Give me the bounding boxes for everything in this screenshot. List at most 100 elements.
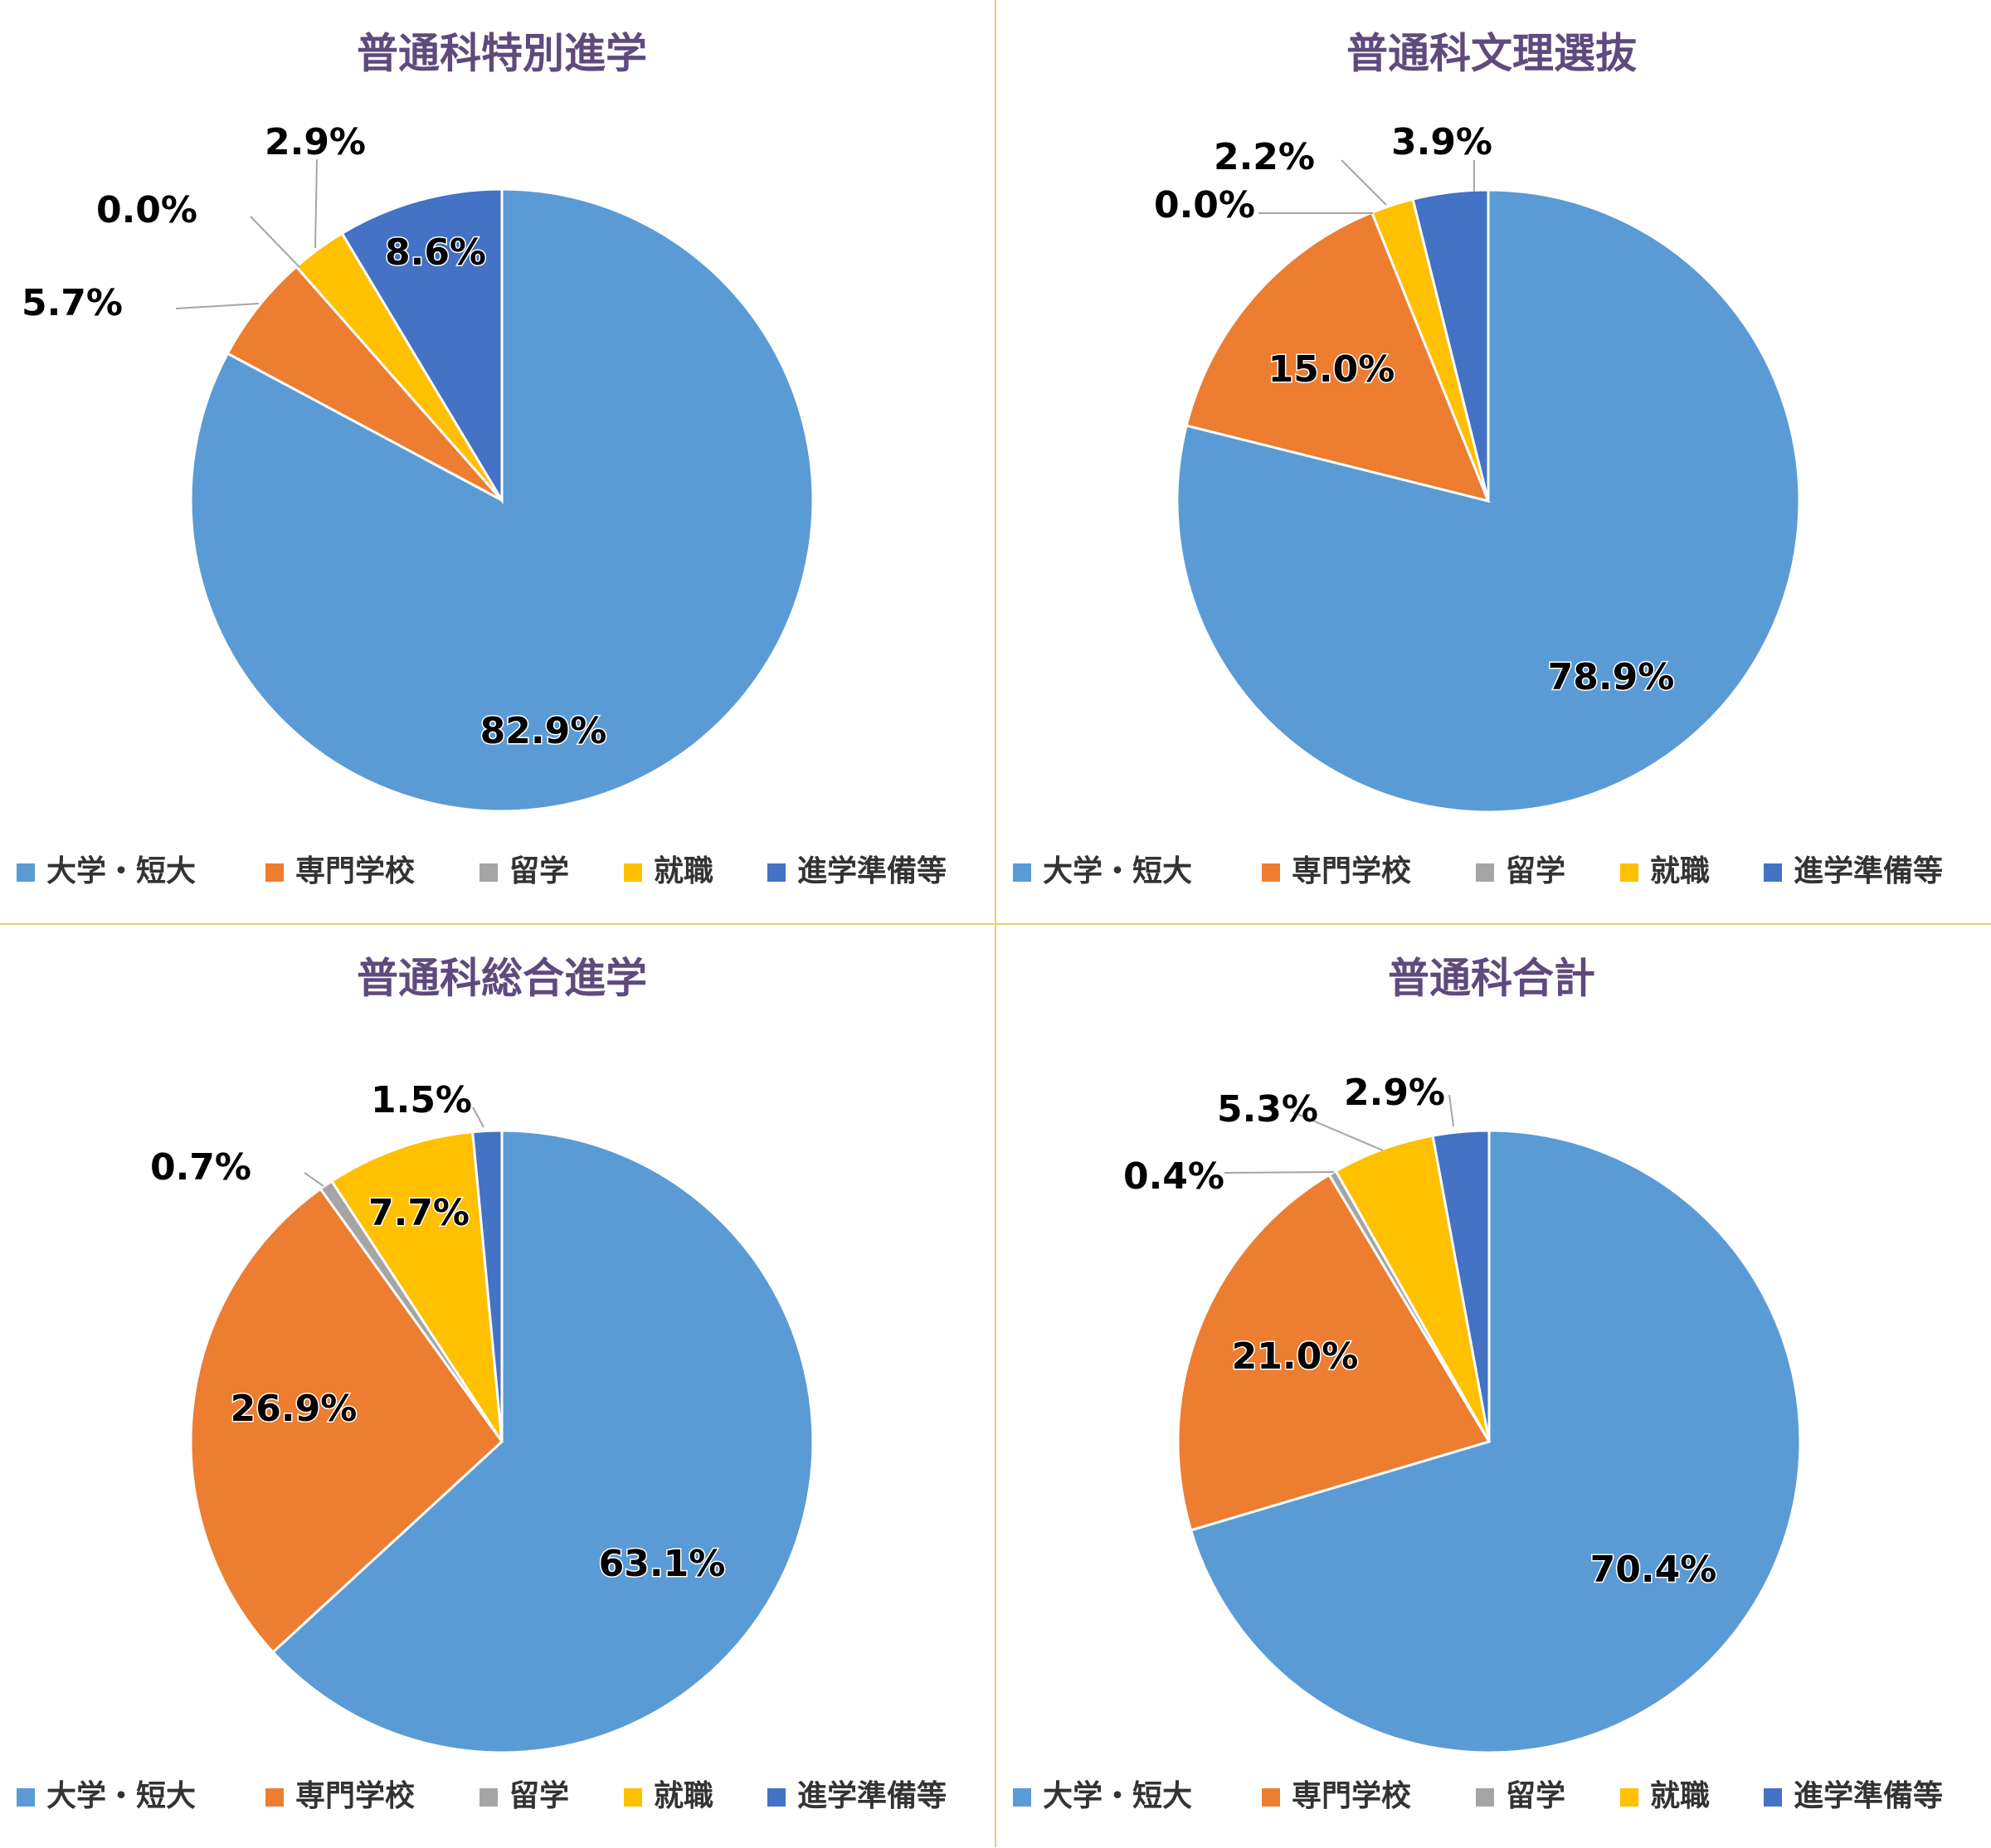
legend-item-shushoku: 就職 (1620, 1779, 1710, 1813)
legend-item-shushoku: 就職 (624, 854, 713, 888)
pie-chart-svg: 普通科特別進学 82.9% 5.7% 0.0% 2.9% 8.6% 大学・短大 専門学校 留学 就… (17, 30, 947, 888)
legend-swatch (479, 863, 498, 882)
chart-panel-tokubetsu-shingaku: 普通科特別進学 82.9% 5.7% 0.0% 2.9% 8.6% 大学・短大 専門学校 留学 就… (0, 0, 995, 923)
leader-line-ryugaku (250, 216, 300, 268)
chart-panel-gokei: 普通科合計 70.4% 21.0% 0.4% 5.3% 2.9% 大学・短大 専門学校 留学 就職… (996, 925, 1991, 1848)
legend-item-daigaku-tandai: 大学・短大 (17, 853, 196, 888)
legend-swatch (1476, 1788, 1494, 1807)
legend-item-daigaku-tandai: 大学・短大 (1013, 1778, 1192, 1813)
data-label-shushoku: 2.2% (1214, 136, 1315, 178)
pie-chart-svg: 普通科合計 70.4% 21.0% 0.4% 5.3% 2.9% 大学・短大 専門学校 留学 就職… (1013, 955, 1943, 1813)
pie-slice-shushoku (329, 1131, 504, 1442)
leader-line-shingaku-junbi (472, 1106, 484, 1128)
data-label-ryugaku: 0.0% (96, 189, 197, 231)
data-label-daigaku-tandai: 82.9% (480, 710, 607, 752)
legend-label: 進学準備等 (797, 853, 947, 888)
legend-label: 専門学校 (295, 853, 415, 888)
legend-label: 大学・短大 (1043, 853, 1192, 888)
legend-item-senmon-gakko: 専門学校 (265, 853, 415, 888)
legend-label: 就職 (1650, 1779, 1710, 1813)
leader-line-shushoku (1292, 1111, 1384, 1151)
pie-slice-senmon-gakko (226, 265, 504, 502)
data-label-shingaku-junbi: 3.9% (1391, 121, 1492, 163)
legend-item-daigaku-tandai: 大学・短大 (17, 1778, 196, 1813)
data-label-senmon-gakko: 21.0% (1232, 1335, 1359, 1378)
data-label-shingaku-junbi: 8.6% (385, 231, 486, 274)
legend-label: 大学・短大 (46, 853, 196, 888)
legend-swatch (17, 1788, 35, 1807)
legend-item-daigaku-tandai: 大学・短大 (1013, 853, 1192, 888)
legend-label: 就職 (654, 1779, 713, 1813)
legend-label: 留学 (509, 853, 569, 888)
legend-label: 大学・短大 (1043, 1778, 1192, 1813)
data-label-shushoku: 5.3% (1217, 1088, 1318, 1131)
legend-label: 専門学校 (1292, 853, 1411, 888)
horizontal-divider (0, 923, 1991, 925)
chart-panel-bunri-senbatsu: 普通科文理選抜 78.9% 15.0% 0.0% 2.2% 3.9% 大学・短大 専門学校 留学… (996, 0, 1991, 923)
data-label-shingaku-junbi: 2.9% (1344, 1072, 1445, 1114)
legend-label: 留学 (1506, 853, 1565, 888)
pie-slice-shingaku-junbi (471, 1129, 504, 1442)
pie-slice-shingaku-junbi (1431, 1129, 1491, 1442)
data-label-daigaku-tandai: 70.4% (1590, 1549, 1717, 1591)
legend-item-shushoku: 就職 (1620, 854, 1710, 888)
legend-label: 就職 (1650, 854, 1710, 888)
legend-swatch (1620, 863, 1638, 882)
legend-swatch (1262, 1788, 1280, 1807)
legend-item-ryugaku: 留学 (1476, 1778, 1565, 1813)
legend-label: 留学 (1506, 1778, 1565, 1813)
legend-item-ryugaku: 留学 (1476, 853, 1565, 888)
legend-label: 就職 (654, 854, 713, 888)
legend-item-shingaku-junbi: 進学準備等 (767, 1778, 947, 1813)
legend-swatch (767, 863, 786, 882)
legend-item-ryugaku: 留学 (479, 1778, 569, 1813)
legend-item-shushoku: 就職 (624, 1779, 713, 1813)
chart-panel-sogo-shingaku: 普通科総合進学 63.1% 26.9% 0.7% 7.7% 1.5% 大学・短大 専門学校 留学… (0, 925, 995, 1848)
pie-slice-daigaku-tandai (1189, 1129, 1802, 1754)
leader-line-senmon-gakko (175, 303, 260, 309)
chart-title: 普通科合計 (1388, 955, 1595, 1003)
legend-swatch (479, 1788, 498, 1807)
data-label-senmon-gakko: 26.9% (231, 1388, 358, 1430)
legend-item-senmon-gakko: 専門学校 (1262, 1778, 1411, 1813)
legend-swatch (17, 863, 35, 882)
pie-slice-senmon-gakko (1185, 211, 1491, 503)
legend-item-shingaku-junbi: 進学準備等 (1764, 1778, 1943, 1813)
data-label-daigaku-tandai: 78.9% (1548, 656, 1675, 698)
chart-title: 普通科文理選抜 (1346, 30, 1637, 78)
chart-title: 普通科総合進学 (357, 955, 647, 1003)
legend-swatch (265, 1788, 284, 1807)
data-label-shingaku-junbi: 1.5% (371, 1079, 472, 1121)
legend-swatch (1262, 863, 1280, 882)
legend-swatch (767, 1788, 786, 1807)
leader-line-shushoku (314, 158, 318, 249)
legend-swatch (1013, 1788, 1031, 1807)
legend-swatch (265, 863, 284, 882)
data-label-ryugaku: 0.4% (1123, 1155, 1224, 1198)
legend-label: 専門学校 (1292, 1778, 1411, 1813)
pie-slice-shingaku-junbi (340, 187, 504, 505)
leader-line-ryugaku (1224, 1171, 1335, 1174)
legend-label: 進学準備等 (1794, 853, 1943, 888)
legend-swatch (624, 863, 642, 882)
data-label-senmon-gakko: 5.7% (22, 282, 123, 324)
legend-item-shingaku-junbi: 進学準備等 (767, 853, 947, 888)
leader-line-shushoku (1341, 159, 1387, 206)
leader-line-ryugaku (304, 1172, 324, 1187)
data-label-ryugaku: 0.0% (1154, 184, 1255, 226)
pie-chart-svg: 普通科文理選抜 78.9% 15.0% 0.0% 2.2% 3.9% 大学・短大 専門学校 留学… (1013, 30, 1943, 888)
data-label-ryugaku: 0.7% (150, 1146, 251, 1189)
pie-slice-shingaku-junbi (1411, 188, 1490, 502)
legend-swatch (1476, 863, 1494, 882)
legend-swatch (1764, 863, 1782, 882)
data-label-shushoku: 2.9% (265, 121, 366, 163)
legend-label: 専門学校 (295, 1778, 415, 1813)
legend-swatch (624, 1788, 642, 1807)
data-label-senmon-gakko: 15.0% (1268, 348, 1395, 391)
legend-item-senmon-gakko: 専門学校 (265, 1778, 415, 1813)
legend-item-shingaku-junbi: 進学準備等 (1764, 853, 1943, 888)
data-label-shushoku: 7.7% (368, 1192, 470, 1234)
legend-swatch (1764, 1788, 1782, 1807)
data-label-daigaku-tandai: 63.1% (599, 1543, 726, 1585)
